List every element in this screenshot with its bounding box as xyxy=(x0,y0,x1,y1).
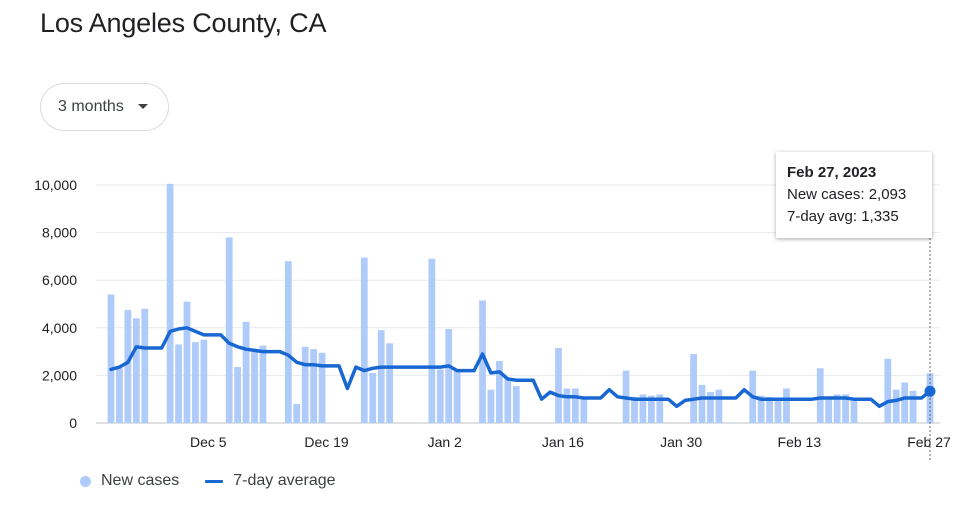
bar xyxy=(850,398,858,423)
range-select-button[interactable]: 3 months xyxy=(40,83,169,131)
x-axis-ticks: Dec 5 Dec 19 Jan 2 Jan 16 Jan 30 Feb 13 Feb 27 xyxy=(190,434,951,450)
bar xyxy=(124,309,132,423)
legend-bars-label: New cases xyxy=(101,472,180,489)
bar xyxy=(715,389,723,423)
bar xyxy=(825,398,833,423)
bar xyxy=(833,394,841,423)
x-tick-label: Feb 27 xyxy=(907,434,951,450)
x-tick-label: Dec 5 xyxy=(190,434,227,450)
bar xyxy=(428,258,436,423)
bar xyxy=(783,388,790,423)
bar xyxy=(183,301,191,423)
bar xyxy=(901,382,909,423)
y-tick-label: 10,000 xyxy=(34,177,77,193)
bar xyxy=(259,345,267,423)
y-tick-label: 2,000 xyxy=(42,367,77,383)
y-tick-label: 4,000 xyxy=(42,320,77,336)
bar xyxy=(192,342,199,423)
tooltip-new-cases: New cases: 2,093 xyxy=(787,186,907,203)
bar xyxy=(445,328,453,423)
bar xyxy=(251,349,258,423)
bar xyxy=(496,361,503,423)
bar xyxy=(386,343,394,423)
bar xyxy=(200,339,208,423)
data-tooltip: Feb 27, 2023 New cases: 2,093 7-day avg:… xyxy=(776,152,932,238)
bar xyxy=(766,396,773,423)
bar xyxy=(166,183,174,423)
y-axis-ticks: 0 2,000 4,000 6,000 8,000 10,000 xyxy=(34,177,77,431)
bar xyxy=(225,237,233,423)
bar xyxy=(360,257,368,423)
bar xyxy=(436,369,444,423)
average-line xyxy=(109,326,932,409)
hover-marker xyxy=(924,238,936,462)
bar xyxy=(293,403,301,423)
bar xyxy=(572,388,579,423)
bar xyxy=(580,398,588,423)
range-select-label: 3 months xyxy=(58,98,124,115)
hover-point xyxy=(924,385,936,397)
bar xyxy=(479,300,486,423)
bar xyxy=(377,330,385,423)
bar xyxy=(175,344,182,423)
bar xyxy=(690,353,697,423)
legend-bar-swatch xyxy=(80,475,91,487)
bar xyxy=(504,377,512,423)
bar xyxy=(698,384,706,423)
bar xyxy=(563,388,571,423)
bar xyxy=(555,348,562,423)
tooltip-date: Feb 27, 2023 xyxy=(787,164,877,181)
y-tick-label: 6,000 xyxy=(42,272,77,288)
bar xyxy=(487,389,495,423)
bar xyxy=(234,367,242,423)
bar xyxy=(656,394,664,423)
bar xyxy=(107,294,115,423)
bar xyxy=(369,373,377,423)
x-tick-label: Jan 2 xyxy=(428,434,462,450)
bar xyxy=(884,358,892,423)
bar xyxy=(816,368,824,423)
bar xyxy=(301,346,309,423)
legend: New cases 7-day average xyxy=(80,472,336,490)
bar xyxy=(774,398,782,423)
legend-line-label: 7-day average xyxy=(233,472,336,489)
page-title: Los Angeles County, CA xyxy=(40,8,327,38)
bar xyxy=(707,392,714,423)
bar xyxy=(141,308,149,423)
line-series xyxy=(109,326,932,409)
dropdown-caret-icon xyxy=(138,104,148,109)
x-tick-label: Feb 13 xyxy=(778,434,822,450)
bar xyxy=(909,390,917,423)
bar xyxy=(512,386,520,423)
bar xyxy=(310,349,318,423)
bar xyxy=(892,389,900,423)
bar xyxy=(132,318,140,423)
bar xyxy=(842,394,849,423)
bar xyxy=(453,369,461,423)
x-tick-label: Jan 30 xyxy=(660,434,702,450)
y-tick-label: 0 xyxy=(69,415,77,431)
tooltip-avg: 7-day avg: 1,335 xyxy=(787,208,899,225)
bar xyxy=(116,368,123,423)
x-tick-label: Jan 16 xyxy=(542,434,584,450)
x-tick-label: Dec 19 xyxy=(304,434,349,450)
bar xyxy=(631,396,638,423)
bar xyxy=(242,321,250,423)
bar xyxy=(647,395,655,423)
y-tick-label: 8,000 xyxy=(42,225,77,241)
bar xyxy=(284,261,292,423)
legend-line-swatch xyxy=(205,479,224,483)
bar xyxy=(757,395,765,423)
bar xyxy=(639,394,647,423)
bar xyxy=(318,352,326,423)
bar-series xyxy=(107,183,934,423)
